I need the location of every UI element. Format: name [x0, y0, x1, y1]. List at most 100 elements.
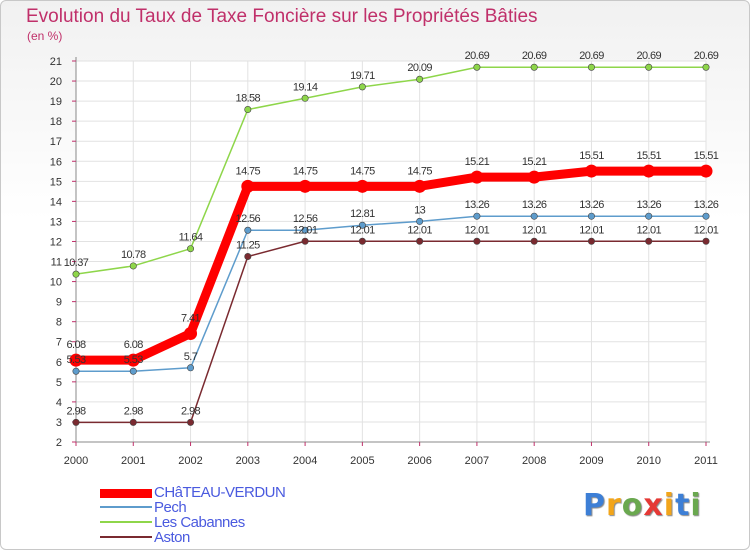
data-label-les-cabannes-2009: 20.69 [579, 50, 604, 62]
point-pech-2004 [301, 226, 309, 234]
data-label-les-cabannes-2005: 19.71 [350, 70, 375, 82]
point-pech-2011 [702, 212, 710, 220]
point-ch-teau-verdun-2011 [699, 164, 713, 178]
point-ch-teau-verdun-2000 [69, 353, 83, 367]
legend-item-chateau-verdun: CHâTEAU-VERDUN [100, 484, 400, 501]
point-les-cabannes-2002 [187, 245, 195, 253]
point-pech-2007 [473, 212, 481, 220]
y-tick-label-3: 3 [56, 417, 62, 429]
legend-label-chateau-verdun: CHâTEAU-VERDUN [154, 484, 286, 501]
logo-letter: o [621, 488, 644, 523]
data-label-ch-teau-verdun-2011: 15.51 [694, 150, 719, 162]
legend-label-pech: Pech [154, 499, 187, 516]
x-tick-label-2009: 2009 [579, 455, 603, 467]
y-tick-label-13: 13 [50, 216, 62, 228]
legend-label-aston: Aston [154, 529, 190, 546]
point-ch-teau-verdun-2006 [413, 179, 427, 193]
data-label-les-cabannes-2003: 18.58 [236, 93, 261, 105]
point-les-cabannes-2008 [530, 63, 538, 71]
logo-letter: r [606, 488, 622, 523]
series-line-ch-teau-verdun [71, 166, 711, 365]
y-tick-label-20: 20 [50, 76, 62, 88]
data-label-les-cabannes-2000: 10.37 [64, 257, 89, 269]
point-ch-teau-verdun-2001 [126, 353, 140, 367]
y-tick-label-8: 8 [56, 317, 62, 329]
x-tick-label-2006: 2006 [407, 455, 431, 467]
logo-letter: i [690, 488, 702, 523]
data-label-ch-teau-verdun-2003: 14.75 [236, 165, 261, 177]
point-aston-2004 [301, 237, 309, 245]
data-label-aston-2009: 12.01 [579, 224, 604, 236]
point-pech-2010 [645, 212, 653, 220]
point-ch-teau-verdun-2002 [184, 327, 198, 341]
series-line-aston [75, 240, 707, 424]
point-aston-2008 [530, 237, 538, 245]
point-aston-2005 [358, 237, 366, 245]
point-ch-teau-verdun-2009 [584, 164, 598, 178]
data-label-aston-2010: 12.01 [636, 224, 661, 236]
logo-letter: P [583, 488, 606, 523]
plot-area [76, 61, 706, 442]
x-tick-label-2001: 2001 [121, 455, 145, 467]
point-les-cabannes-2005 [358, 83, 366, 91]
data-label-ch-teau-verdun-2008: 15.21 [522, 156, 547, 168]
y-tick-label-14: 14 [50, 196, 62, 208]
data-label-pech-2004: 12.56 [293, 213, 318, 225]
data-label-aston-2006: 12.01 [407, 224, 432, 236]
legend-item-les-cabannes: Les Cabannes [100, 514, 400, 531]
point-les-cabannes-2007 [473, 63, 481, 71]
data-label-ch-teau-verdun-2005: 14.75 [350, 165, 375, 177]
point-aston-2006 [416, 237, 424, 245]
y-tick-label-11: 11 [51, 257, 62, 269]
point-aston-2002 [187, 418, 195, 426]
x-tick-label-2010: 2010 [636, 455, 660, 467]
data-label-pech-2005: 12.81 [350, 208, 375, 220]
y-tick-label-21: 21 [50, 56, 62, 68]
point-pech-2000 [72, 367, 80, 375]
data-label-pech-2000: 5.53 [66, 354, 85, 366]
data-label-pech-2006: 13 [414, 204, 426, 216]
proxiti-logo: Proxiti [583, 488, 702, 523]
data-label-pech-2002: 5.7 [184, 351, 198, 363]
x-tick-label-2008: 2008 [522, 455, 546, 467]
point-pech-2001 [129, 367, 137, 375]
logo-letter: t [675, 488, 691, 523]
logo-letter: x [643, 488, 664, 523]
point-pech-2009 [587, 212, 595, 220]
legend-swatch-les-cabannes [100, 521, 152, 523]
data-label-les-cabannes-2011: 20.69 [694, 50, 719, 62]
point-les-cabannes-2001 [129, 262, 137, 270]
data-label-les-cabannes-2008: 20.69 [522, 50, 547, 62]
legend-swatch-chateau-verdun [100, 489, 152, 498]
data-label-ch-teau-verdun-2010: 15.51 [636, 150, 661, 162]
point-les-cabannes-2011 [702, 63, 710, 71]
x-tick-label-2004: 2004 [293, 455, 317, 467]
data-label-aston-2005: 12.01 [350, 224, 375, 236]
data-label-ch-teau-verdun-2004: 14.75 [293, 165, 318, 177]
point-aston-2010 [645, 237, 653, 245]
y-tick-label-18: 18 [50, 116, 62, 128]
point-ch-teau-verdun-2008 [527, 170, 541, 184]
data-label-pech-2001: 5.53 [124, 354, 143, 366]
data-label-les-cabannes-2010: 20.69 [636, 50, 661, 62]
legend-swatch-aston [100, 536, 152, 538]
data-label-pech-2010: 13.26 [636, 199, 661, 211]
data-label-aston-2008: 12.01 [522, 224, 547, 236]
legend-label-les-cabannes: Les Cabannes [154, 514, 245, 531]
x-tick-label-2000: 2000 [64, 455, 88, 467]
data-label-les-cabannes-2007: 20.69 [465, 50, 490, 62]
data-label-aston-2007: 12.01 [465, 224, 490, 236]
legend-item-aston: Aston [100, 529, 400, 546]
data-label-aston-2003: 11.25 [236, 240, 260, 252]
y-tick-label-5: 5 [56, 377, 62, 389]
y-tick-label-7: 7 [56, 337, 62, 349]
point-ch-teau-verdun-2007 [470, 170, 484, 184]
data-label-les-cabannes-2002: 11.64 [179, 232, 203, 244]
logo-letter: i [663, 488, 676, 523]
y-tick-label-15: 15 [50, 176, 62, 188]
data-label-les-cabannes-2001: 10.78 [121, 249, 146, 261]
data-label-pech-2007: 13.26 [465, 199, 490, 211]
data-label-les-cabannes-2004: 19.14 [293, 81, 318, 93]
y-tick-label-17: 17 [50, 136, 62, 148]
